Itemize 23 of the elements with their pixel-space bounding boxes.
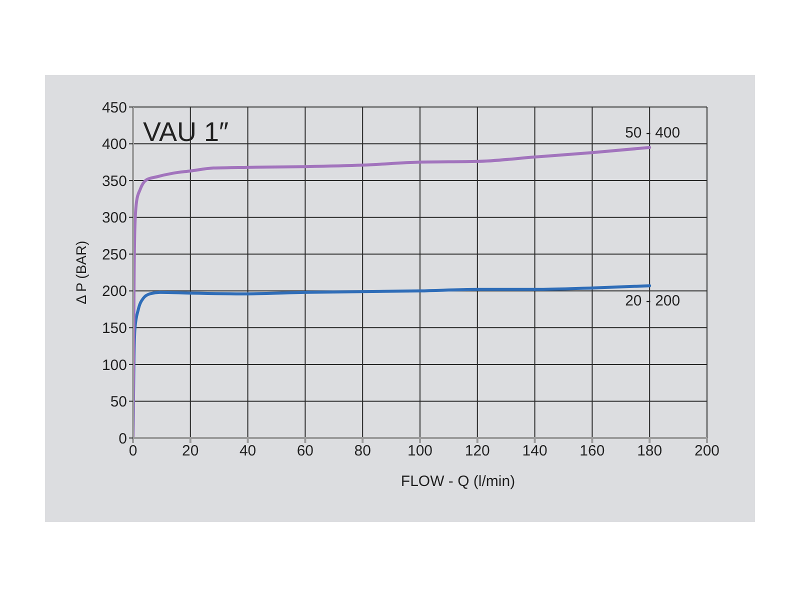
y-tick-label: 250 [102, 246, 127, 264]
y-tick-label: 150 [102, 320, 127, 337]
x-axis-title: FLOW - Q (l/min) [400, 473, 516, 490]
y-tick-label: 400 [102, 136, 127, 154]
x-tick-label: 20 [182, 442, 199, 460]
x-tick-label: 40 [239, 442, 256, 460]
x-tick-label: 180 [637, 442, 662, 460]
y-axis-title: Δ P (BAR) [73, 240, 89, 304]
y-tick-label: 0 [118, 430, 127, 448]
y-tick-label: 450 [102, 99, 127, 116]
x-tick-label: 200 [694, 442, 720, 460]
x-tick-label: 100 [407, 442, 433, 460]
y-tick-label: 200 [102, 283, 127, 300]
y-tick-label: 50 [110, 394, 127, 411]
y-tick-label: 300 [102, 210, 127, 227]
y-tick-label: 350 [102, 172, 127, 190]
y-tick-label: 100 [102, 356, 127, 374]
x-tick-label: 160 [580, 442, 605, 460]
x-tick-label: 60 [296, 442, 314, 460]
line-series [133, 146, 652, 438]
x-tick-label: 120 [464, 442, 490, 460]
x-tick-label: 80 [354, 442, 371, 460]
x-tick-label: 140 [522, 442, 548, 460]
